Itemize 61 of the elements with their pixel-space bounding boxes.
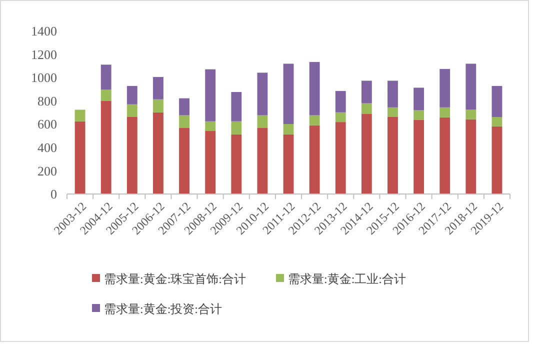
- bar: [74, 110, 86, 122]
- bar: [126, 104, 138, 117]
- bar: [257, 128, 268, 194]
- bar: [466, 64, 476, 110]
- legend-label: 需求量:黄金:珠宝首饰:合计: [104, 272, 246, 286]
- bar: [205, 121, 216, 132]
- bar: [440, 107, 450, 118]
- bar: [179, 115, 190, 128]
- legend-label: 需求量:黄金:投资:合计: [104, 302, 222, 316]
- bar: [309, 62, 320, 116]
- bar: [231, 92, 242, 122]
- bar: [100, 64, 112, 90]
- bar: [126, 86, 138, 104]
- bar: [440, 117, 450, 194]
- bar: [152, 112, 164, 194]
- bar: [179, 128, 190, 194]
- bar: [335, 122, 346, 194]
- y-tick-label: 1000: [31, 70, 57, 86]
- bar: [231, 134, 242, 194]
- bar: [335, 90, 346, 112]
- bar: [414, 120, 424, 194]
- y-tick-label: 600: [38, 116, 57, 132]
- bar: [388, 107, 398, 117]
- bar: [100, 100, 112, 194]
- bar: [309, 125, 320, 194]
- y-tick-label: 400: [38, 140, 57, 155]
- bar: [257, 115, 268, 128]
- bar: [126, 116, 138, 194]
- bar: [205, 69, 216, 122]
- bar: [283, 64, 294, 124]
- bar: [492, 86, 502, 118]
- bar: [231, 121, 242, 134]
- bar: [152, 76, 164, 100]
- bar: [440, 68, 450, 108]
- bar: [74, 121, 86, 194]
- y-tick-label: 1200: [31, 46, 57, 62]
- bar: [205, 131, 216, 194]
- bar: [335, 112, 346, 122]
- bar: [492, 126, 502, 194]
- y-tick-label: 0: [50, 186, 57, 202]
- legend-label: 需求量:黄金:工业:合计: [288, 272, 406, 286]
- bar: [466, 110, 476, 120]
- bar: [466, 119, 476, 194]
- bar: [414, 88, 424, 110]
- bar: [414, 110, 424, 120]
- bar: [492, 117, 502, 126]
- bar: [152, 99, 164, 112]
- y-tick-label: 800: [38, 93, 57, 108]
- bar: [361, 114, 372, 194]
- bar: [361, 103, 372, 114]
- y-tick-label: 200: [38, 163, 57, 178]
- bar: [388, 116, 398, 194]
- bar: [257, 72, 268, 116]
- bar: [283, 124, 294, 134]
- y-tick-label: 1400: [31, 24, 57, 39]
- bar: [388, 80, 398, 108]
- bar: [309, 115, 320, 126]
- bar: [100, 90, 112, 101]
- bar: [361, 80, 372, 104]
- bar: [179, 98, 190, 116]
- bar: [283, 134, 294, 194]
